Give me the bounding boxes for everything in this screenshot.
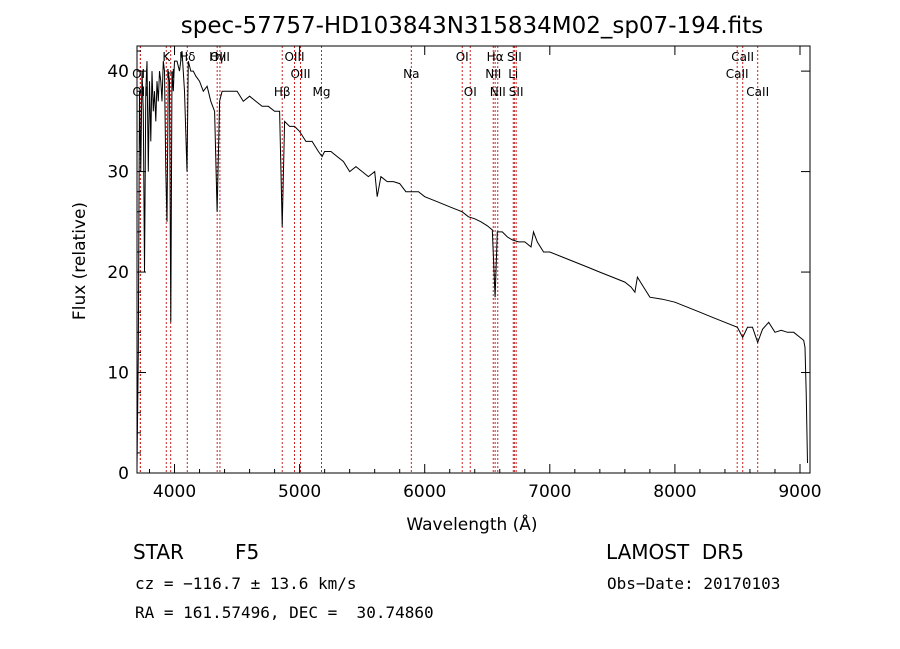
- y-tick-label-0: 0: [118, 464, 129, 484]
- line-label-5: Hγ: [209, 50, 225, 64]
- y-tick-label-3: 30: [107, 163, 129, 183]
- line-label-7: Hβ: [274, 85, 291, 99]
- line-label-3: OII: [132, 67, 149, 81]
- coordinates: RA = 161.57496, DEC = 30.74860: [135, 603, 434, 622]
- y-tick-label-1: 10: [107, 364, 129, 384]
- spectral-line-labels: HδKHOIIOllHγOIIIHβOIIIOIIIMgNaOIOIHαNIIN…: [132, 50, 769, 99]
- line-label-22: CaII: [746, 85, 769, 99]
- line-label-20: CaII: [726, 67, 749, 81]
- axis-ticks: 4000 5000 6000 7000 8000 9000 0 10 20 30 40: [107, 46, 822, 502]
- line-label-9: OIII: [290, 67, 310, 81]
- line-label-18: Li: [508, 67, 518, 81]
- line-label-6: OIII: [210, 50, 230, 64]
- line-label-4: Oll: [132, 85, 148, 99]
- x-tick-label-3: 7000: [528, 482, 571, 502]
- line-label-12: OI: [456, 50, 469, 64]
- x-tick-label-1: 5000: [278, 482, 321, 502]
- plot-frame: [136, 45, 811, 474]
- line-label-17: SII: [507, 50, 522, 64]
- class-label: STAR: [133, 540, 184, 564]
- line-label-0: Hδ: [179, 50, 195, 64]
- x-axis-label: Wavelength (Å): [406, 513, 537, 535]
- line-label-16: NII: [490, 85, 506, 99]
- line-label-10: Mg: [313, 85, 331, 99]
- line-label-19: SII: [509, 85, 524, 99]
- subclass-label: F5: [235, 540, 260, 564]
- line-label-14: Hα: [487, 50, 504, 64]
- y-axis-label: Flux (relative): [70, 202, 90, 320]
- line-label-1: K: [162, 50, 171, 64]
- spectrum-line: [136, 50, 808, 469]
- x-tick-label-2: 6000: [403, 482, 446, 502]
- cz-value: cz = −116.7 ± 13.6 km/s: [135, 574, 357, 593]
- x-tick-label-0: 4000: [153, 482, 196, 502]
- obs-date: Obs−Date: 20170103: [607, 574, 781, 593]
- chart-title: spec-57757-HD103843N315834M02_sp07-194.f…: [181, 13, 763, 39]
- y-tick-label-2: 20: [107, 263, 129, 283]
- y-tick-label-4: 40: [107, 62, 129, 82]
- line-label-2: H: [166, 67, 175, 81]
- spectral-line-markers: [139, 46, 759, 473]
- survey-label: LAMOST DR5: [606, 540, 744, 564]
- line-label-15: NII: [485, 67, 501, 81]
- x-tick-label-5: 9000: [778, 482, 821, 502]
- line-label-21: CaII: [731, 50, 754, 64]
- x-tick-label-4: 8000: [653, 482, 696, 502]
- line-label-8: OIII: [284, 50, 304, 64]
- line-label-11: Na: [403, 67, 419, 81]
- line-label-13: OI: [464, 85, 477, 99]
